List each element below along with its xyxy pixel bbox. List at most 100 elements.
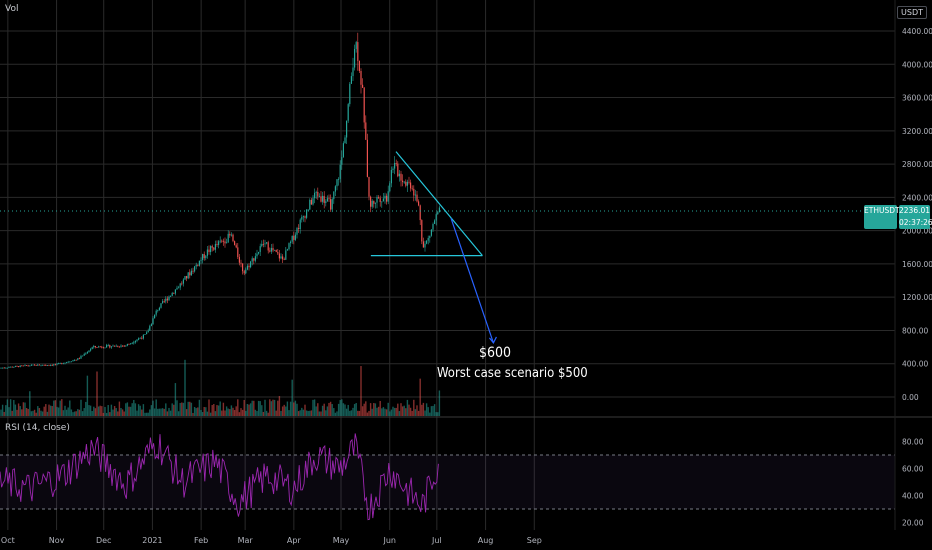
candle-body bbox=[366, 139, 368, 177]
candle-body bbox=[250, 261, 252, 268]
volume-bar bbox=[259, 401, 261, 416]
volume-bar bbox=[422, 402, 425, 416]
volume-bar bbox=[222, 402, 225, 416]
volume-bar bbox=[264, 399, 266, 416]
volume-bar bbox=[24, 402, 26, 416]
volume-bar bbox=[419, 378, 421, 416]
volume-bar bbox=[165, 403, 167, 416]
candle-body bbox=[82, 355, 84, 357]
volume-bar bbox=[278, 396, 281, 416]
volume-bar bbox=[358, 410, 361, 416]
volume-label: Vol bbox=[5, 4, 19, 14]
candle-body bbox=[301, 216, 303, 220]
price-tick-label: 1600.00 bbox=[902, 260, 932, 269]
candle-body bbox=[219, 240, 221, 242]
volume-bar bbox=[73, 411, 76, 416]
volume-bar bbox=[246, 403, 249, 416]
time-tick-label: Sep bbox=[527, 536, 542, 545]
volume-bar bbox=[88, 405, 90, 416]
candle-body bbox=[395, 163, 397, 164]
candle-body bbox=[176, 287, 178, 290]
volume-bar bbox=[59, 400, 61, 416]
volume-bar bbox=[345, 408, 348, 416]
candle-body bbox=[403, 181, 405, 183]
volume-bar bbox=[401, 406, 404, 416]
volume-bar bbox=[326, 406, 329, 416]
candle-body bbox=[216, 244, 218, 245]
volume-bar bbox=[35, 412, 37, 416]
volume-bar bbox=[113, 406, 116, 416]
volume-bar bbox=[309, 410, 311, 416]
volume-bar bbox=[233, 410, 236, 416]
candle-body bbox=[341, 157, 343, 165]
volume-bar bbox=[240, 408, 242, 416]
volume-bar bbox=[221, 410, 223, 416]
volume-bar bbox=[37, 406, 39, 416]
candle-body bbox=[202, 254, 204, 260]
volume-bar bbox=[289, 401, 292, 416]
candle-body bbox=[168, 296, 170, 301]
candle-body bbox=[42, 364, 44, 366]
candle-body bbox=[347, 104, 349, 121]
volume-bar bbox=[190, 402, 193, 416]
candle-body bbox=[317, 191, 319, 197]
candle-body bbox=[128, 343, 130, 345]
candle-body bbox=[96, 347, 98, 348]
symbol-text: ETHUSDT bbox=[864, 206, 900, 215]
volume-bar bbox=[173, 404, 175, 416]
candle-body bbox=[35, 364, 37, 366]
candle-body bbox=[98, 346, 100, 348]
volume-bar bbox=[153, 408, 156, 416]
candle-body bbox=[200, 259, 202, 261]
volume-bar bbox=[161, 408, 164, 416]
volume-bar bbox=[318, 411, 321, 416]
volume-bar bbox=[206, 411, 209, 416]
candle-body bbox=[264, 243, 266, 245]
candle-body bbox=[424, 243, 426, 248]
price-tick-label: 0.00 bbox=[902, 393, 919, 402]
volume-bar bbox=[203, 406, 205, 416]
candle-body bbox=[11, 366, 13, 368]
time-tick-label: Oct bbox=[1, 536, 15, 545]
volume-bar bbox=[112, 409, 114, 416]
rsi-band bbox=[0, 455, 895, 509]
volume-bar bbox=[325, 410, 327, 416]
candle-body bbox=[70, 361, 72, 363]
volume-bar bbox=[317, 403, 319, 416]
candle-body bbox=[117, 345, 119, 347]
candle-body bbox=[67, 361, 69, 363]
candle-body bbox=[277, 252, 279, 254]
volume-bar bbox=[304, 404, 306, 416]
volume-bar bbox=[181, 402, 183, 416]
candle-body bbox=[418, 201, 420, 206]
volume-bar bbox=[49, 405, 52, 416]
volume-bar bbox=[38, 408, 41, 416]
volume-bar bbox=[137, 404, 140, 416]
candle-body bbox=[50, 364, 52, 366]
currency-badge[interactable]: USDT bbox=[897, 6, 927, 19]
candle-body bbox=[350, 76, 352, 84]
volume-bar bbox=[176, 400, 178, 416]
price-tick-label: 2000.00 bbox=[902, 227, 932, 236]
volume-bar bbox=[62, 410, 65, 416]
price-tick-label: 4400.00 bbox=[902, 27, 932, 36]
volume-bar bbox=[430, 406, 433, 416]
candle-body bbox=[34, 364, 36, 366]
time-tick-label: Dec bbox=[96, 536, 111, 545]
volume-bar bbox=[429, 412, 431, 416]
candle-body bbox=[197, 264, 199, 266]
candle-body bbox=[16, 366, 18, 367]
volume-bar bbox=[273, 399, 276, 416]
axis-labels: 0.00 400.00 800.00 1200.00 1600.00 2000.00 240… bbox=[1, 27, 932, 545]
volume-bar bbox=[96, 371, 98, 416]
candle-body bbox=[38, 364, 40, 366]
volume-bar bbox=[281, 406, 284, 416]
volume-bar bbox=[169, 410, 172, 416]
candle-body bbox=[8, 367, 10, 369]
candle-body bbox=[414, 194, 416, 196]
volume-bar bbox=[229, 409, 231, 416]
candle-body bbox=[78, 358, 80, 360]
candle-body bbox=[66, 362, 68, 363]
candle-body bbox=[270, 248, 272, 252]
candle-body bbox=[32, 364, 34, 366]
